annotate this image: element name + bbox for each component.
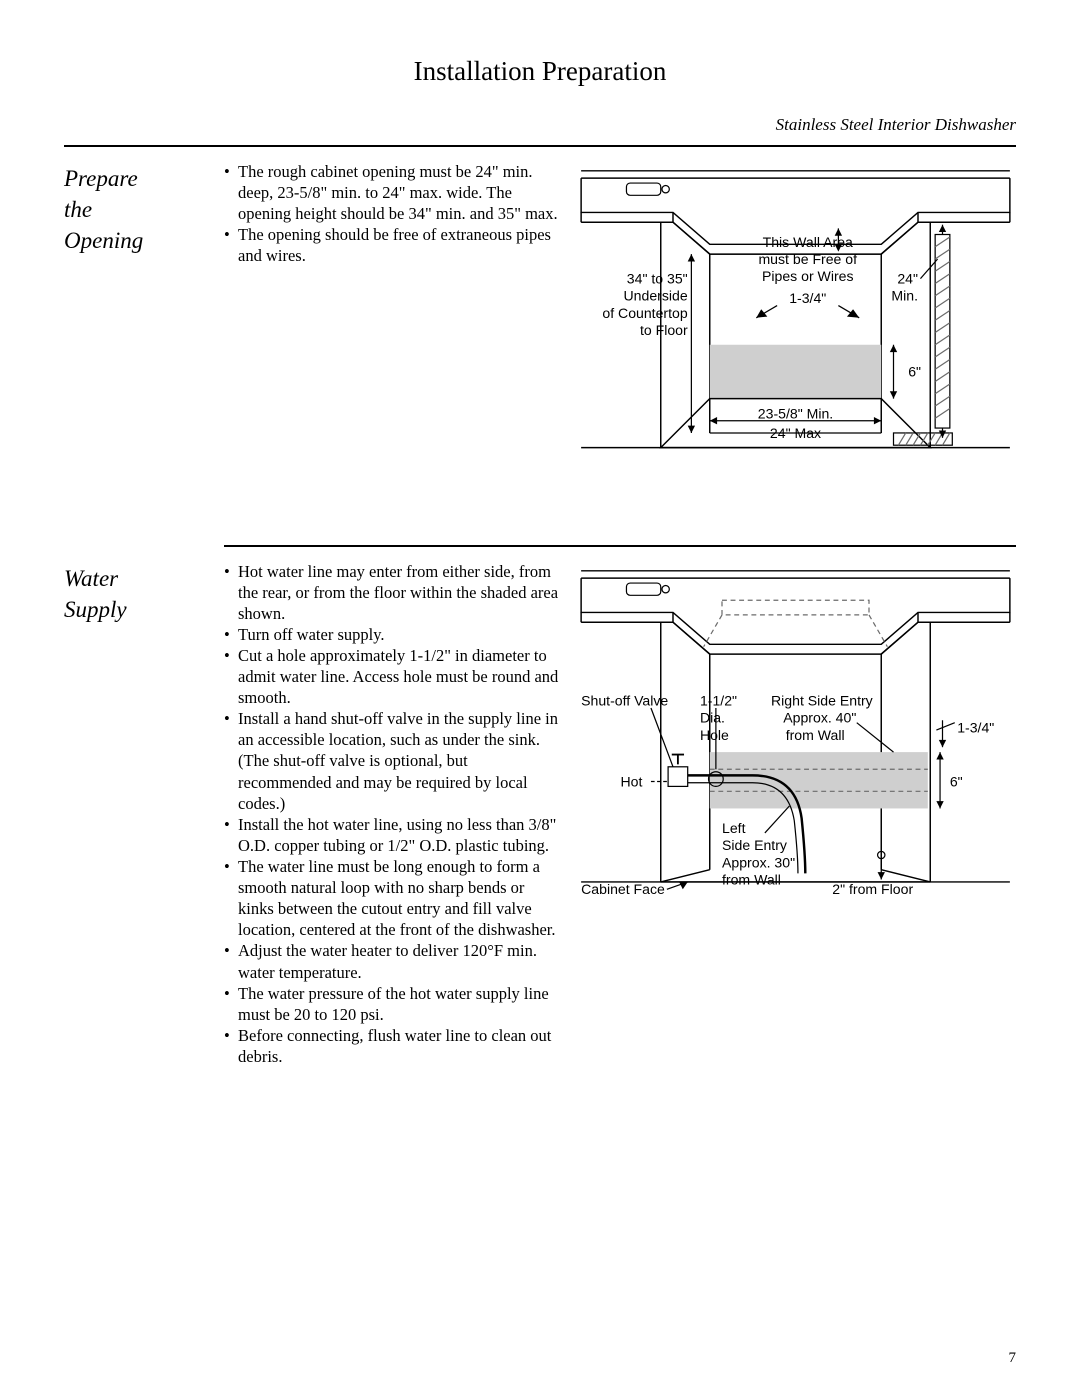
bullet-item: Before connecting, flush water line to c…: [224, 1025, 559, 1067]
bullet-item: The rough cabinet opening must be 24" mi…: [224, 161, 559, 224]
bullet-list: The rough cabinet opening must be 24" mi…: [224, 161, 559, 267]
subtitle: Stainless Steel Interior Dishwasher: [64, 115, 1016, 135]
fig-label: must be Free of: [758, 251, 857, 267]
page-title: Installation Preparation: [64, 56, 1016, 87]
fig-label: 24": [897, 271, 918, 287]
figure-water-supply: Shut-off Valve 1-1/2" Dia. Hole Right Si…: [559, 561, 1016, 921]
fig-label: 1-3/4": [957, 719, 994, 735]
fig-label: Right Side Entry: [771, 692, 874, 708]
bullet-item: Install the hot water line, using no les…: [224, 814, 559, 856]
bullet-item: Install a hand shut-off valve in the sup…: [224, 708, 559, 814]
fig-label: to Floor: [640, 322, 688, 338]
fig-label: of Countertop: [602, 305, 687, 321]
section-body-prepare: The rough cabinet opening must be 24" mi…: [224, 161, 559, 267]
water-diagram: Shut-off Valve 1-1/2" Dia. Hole Right Si…: [575, 561, 1016, 916]
bullet-item: The water pressure of the hot water supp…: [224, 983, 559, 1025]
top-rule: [64, 145, 1016, 147]
fig-label: Underside: [624, 288, 688, 304]
bullet-item: Hot water line may enter from either sid…: [224, 561, 559, 624]
fig-label: Side Entry: [722, 837, 788, 853]
section-body-water: Hot water line may enter from either sid…: [224, 561, 559, 1068]
fig-label: Shut-off Valve: [581, 692, 668, 708]
bullet-item: Cut a hole approximately 1-1/2" in diame…: [224, 645, 559, 708]
fig-label: Left: [722, 819, 746, 835]
heading-text: Water: [64, 566, 118, 591]
fig-label: 24" Max: [770, 425, 821, 441]
section-prepare-opening: Prepare the Opening The rough cabinet op…: [64, 161, 1016, 485]
fig-label: from Wall: [722, 871, 781, 887]
fig-label: 1-1/2": [700, 692, 737, 708]
fig-label: This Wall Area: [763, 234, 853, 250]
section-heading-prepare: Prepare the Opening: [64, 161, 224, 256]
figure-opening: This Wall Area must be Free of Pipes or …: [559, 161, 1016, 485]
fig-label: Approx. 30": [722, 854, 795, 870]
heading-text: Prepare: [64, 166, 138, 191]
fig-label: 34" to 35": [627, 271, 688, 287]
opening-diagram: This Wall Area must be Free of Pipes or …: [575, 161, 1016, 480]
bullet-list: Hot water line may enter from either sid…: [224, 561, 559, 1068]
bullet-item: Turn off water supply.: [224, 624, 559, 645]
fig-label: Hot: [620, 773, 642, 789]
fig-label: Pipes or Wires: [762, 268, 854, 284]
mid-rule: [224, 545, 1016, 547]
heading-text: the: [64, 197, 92, 222]
fig-label: from Wall: [786, 726, 845, 742]
fig-label: 23-5/8" Min.: [758, 405, 833, 421]
fig-label: 6": [908, 364, 921, 380]
fig-label: 1-3/4": [789, 290, 826, 306]
fig-label: Min.: [891, 288, 918, 304]
fig-label: Dia.: [700, 709, 725, 725]
heading-text: Supply: [64, 597, 127, 622]
heading-text: Opening: [64, 228, 143, 253]
bullet-item: The opening should be free of extraneous…: [224, 224, 559, 266]
bullet-item: The water line must be long enough to fo…: [224, 856, 559, 940]
fig-label: 6": [950, 773, 963, 789]
section-water-supply: Water Supply Hot water line may enter fr…: [64, 561, 1016, 1068]
fig-label: Hole: [700, 726, 729, 742]
fig-label: 2" from Floor: [832, 881, 913, 897]
bullet-item: Adjust the water heater to deliver 120°F…: [224, 940, 559, 982]
section-heading-water: Water Supply: [64, 561, 224, 625]
page-number: 7: [1009, 1350, 1017, 1367]
fig-label: Approx. 40": [783, 709, 856, 725]
fig-label: Cabinet Face: [581, 881, 665, 897]
